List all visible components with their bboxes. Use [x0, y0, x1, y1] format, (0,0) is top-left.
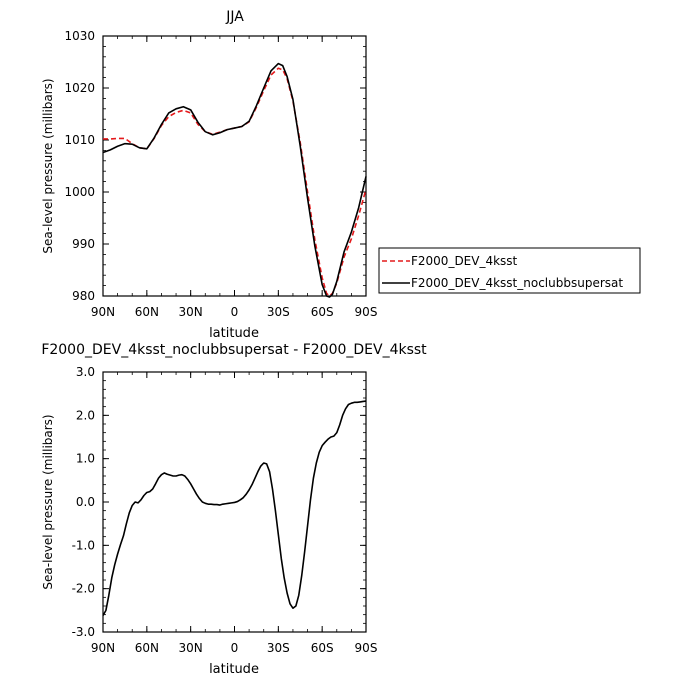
x-tick-label: 90N — [91, 305, 115, 319]
y-tick-label: 1020 — [64, 81, 95, 95]
y-tick-label: -2.0 — [72, 582, 95, 596]
y-tick-label: -1.0 — [72, 538, 95, 552]
y-tick-label: 1010 — [64, 133, 95, 147]
series-line-1 — [102, 400, 367, 616]
bottom-chart-title: F2000_DEV_4ksst_noclubbsupersat - F2000_… — [41, 342, 427, 358]
y-tick-label: 3.0 — [76, 365, 95, 379]
x-tick-label: 30S — [267, 305, 290, 319]
x-tick-label: 60S — [311, 305, 334, 319]
bottom-x-ticks: 90N 60N 30N 0 30S 60S 90S — [91, 372, 378, 655]
legend-box — [378, 247, 641, 294]
top-chart-title: JJA — [225, 9, 244, 25]
x-tick-label: 90S — [355, 641, 378, 655]
legend: F2000_DEV_4ksst F2000_DEV_4ksst_noclubbs… — [378, 247, 641, 294]
top-series-lines — [102, 62, 367, 298]
y-tick-label: 1000 — [64, 185, 95, 199]
y-tick-label: 1030 — [64, 29, 95, 43]
y-tick-label: 980 — [72, 289, 95, 303]
y-tick-label: 2.0 — [76, 408, 95, 422]
bottom-x-axis-label: latitude — [209, 662, 259, 677]
x-tick-label: 30N — [179, 305, 203, 319]
bottom-y-axis-label: Sea-level pressure (millibars) — [41, 414, 55, 589]
y-tick-label: -3.0 — [72, 625, 95, 639]
x-tick-label: 60N — [135, 641, 159, 655]
series-line-1 — [103, 67, 367, 297]
series-line-2 — [102, 62, 367, 298]
y-tick-label: 1.0 — [76, 452, 95, 466]
top-plot-frame — [102, 35, 367, 297]
top-y-axis-label: Sea-level pressure (millibars) — [41, 78, 55, 253]
bottom-y-ticks: -3.0 -2.0 -1.0 0.0 1.0 2.0 3.0 — [72, 365, 366, 639]
x-tick-label: 0 — [231, 305, 239, 319]
x-tick-label: 90S — [355, 305, 378, 319]
bottom-panel: F2000_DEV_4ksst_noclubbsupersat - F2000_… — [41, 342, 427, 677]
y-tick-label: 990 — [72, 237, 95, 251]
x-tick-label: 30N — [179, 641, 203, 655]
x-tick-label: 60S — [311, 641, 334, 655]
top-x-axis-label: latitude — [209, 326, 259, 341]
top-panel: JJA 980 990 1000 1010 1020 1030 90N 60N 30N 0 30S… — [41, 9, 377, 341]
legend-label-series-2: F2000_DEV_4ksst_noclubbsupersat — [411, 276, 623, 290]
x-tick-label: 90N — [91, 641, 115, 655]
legend-label-series-1: F2000_DEV_4ksst — [411, 254, 518, 268]
top-x-ticks: 90N 60N 30N 0 30S 60S 90S — [91, 36, 378, 319]
x-tick-label: 0 — [231, 641, 239, 655]
x-tick-label: 60N — [135, 305, 159, 319]
y-tick-label: 0.0 — [76, 495, 95, 509]
x-tick-label: 30S — [267, 641, 290, 655]
bottom-series-lines — [102, 400, 367, 616]
top-y-ticks: 980 990 1000 1010 1020 1030 — [64, 29, 366, 303]
